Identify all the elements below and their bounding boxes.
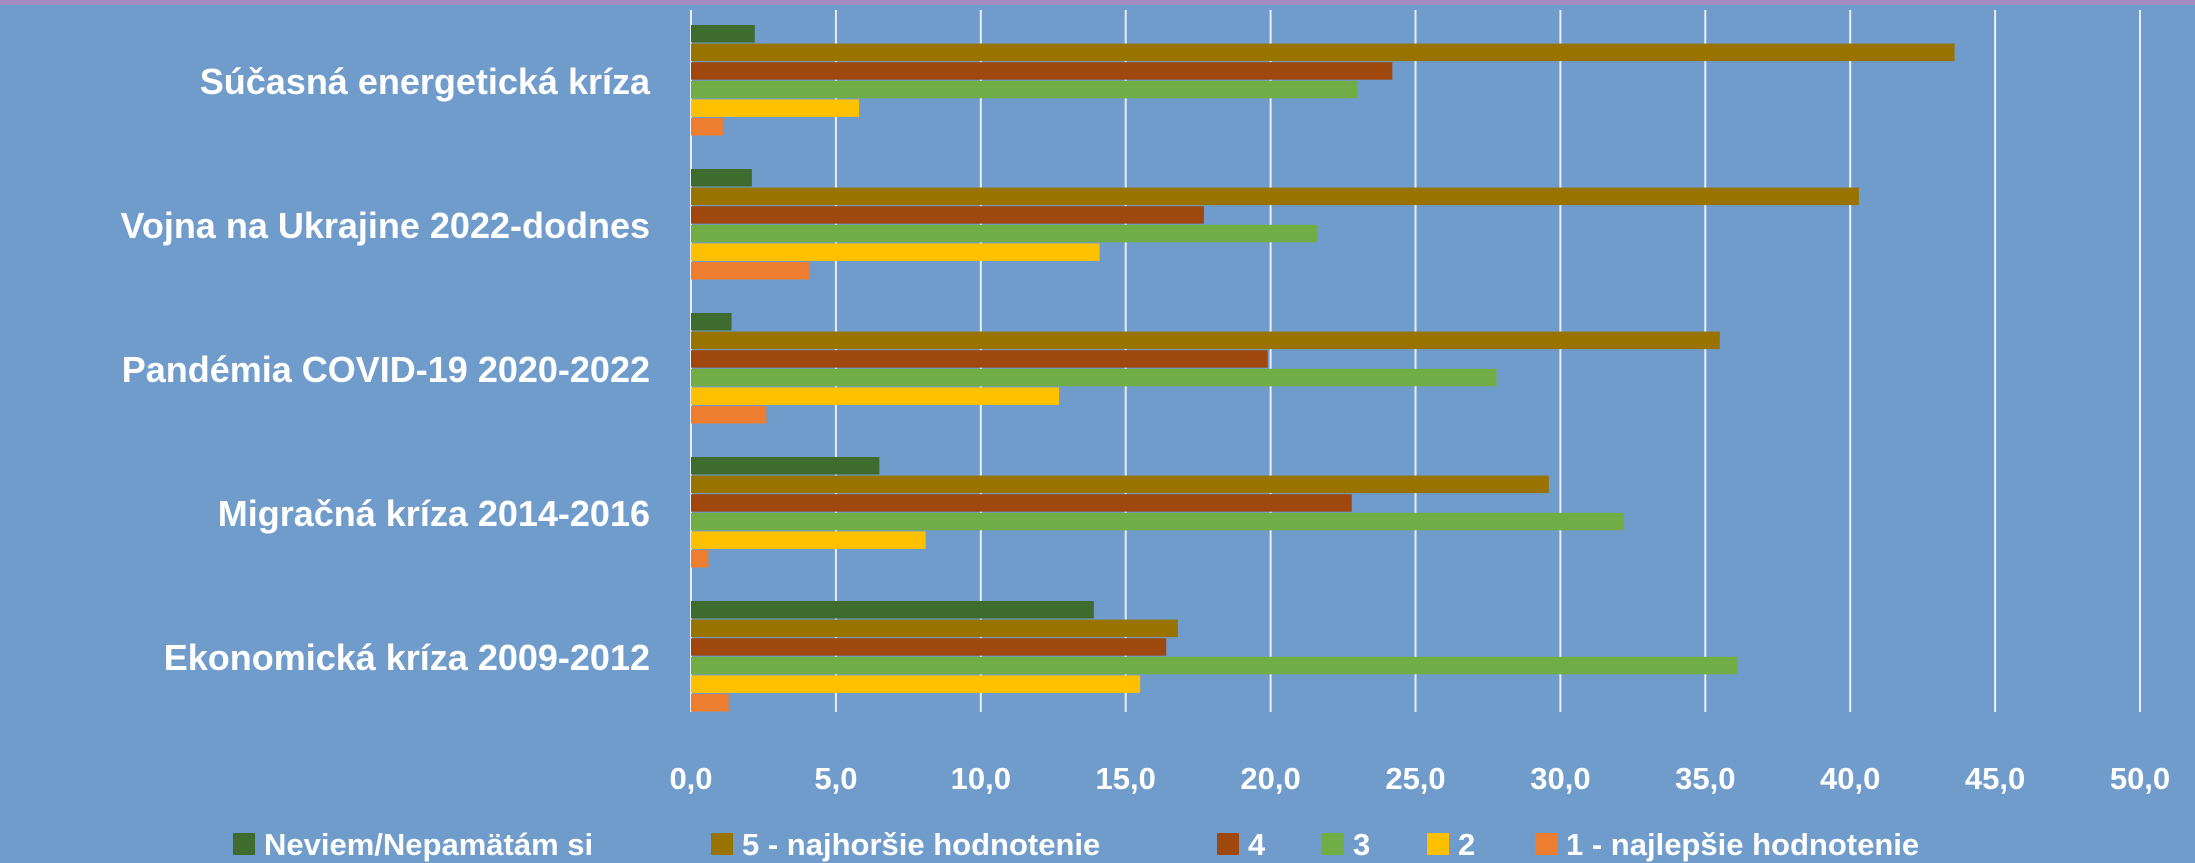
category-label: Ekonomická kríza 2009-2012 (164, 637, 650, 678)
legend-swatch (233, 833, 255, 855)
bar (691, 619, 1178, 638)
bar (691, 387, 1060, 405)
x-tick-label: 40,0 (1820, 761, 1880, 796)
x-tick-label: 30,0 (1530, 761, 1590, 796)
legend-swatch (1535, 833, 1557, 855)
bar (691, 224, 1317, 243)
bar (691, 313, 732, 331)
x-tick-label: 25,0 (1385, 761, 1445, 796)
gridlines (690, 10, 2141, 712)
bar (691, 262, 810, 280)
bar (691, 62, 1393, 80)
legend-swatch (1427, 833, 1449, 855)
bar (691, 512, 1625, 531)
category-label: Migračná kríza 2014-2016 (218, 493, 650, 534)
bar (691, 550, 709, 568)
x-tick-label: 0,0 (669, 761, 712, 796)
bar (691, 656, 1738, 675)
legend-swatch (1322, 833, 1344, 855)
legend-swatch (1217, 833, 1239, 855)
legend-label: 3 (1353, 827, 1370, 862)
category-label: Vojna na Ukrajine 2022-dodnes (120, 205, 650, 246)
x-tick-label: 5,0 (814, 761, 857, 796)
legend-label: 4 (1248, 827, 1266, 862)
legend: Neviem/Nepamätám si 5 - najhoršie hodnote… (233, 827, 1919, 862)
bar (691, 43, 1955, 62)
bar (691, 531, 926, 549)
top-border-strip (0, 0, 2195, 5)
bar (691, 368, 1497, 387)
bar (691, 494, 1352, 512)
legend-label: 2 (1458, 827, 1475, 862)
bar (691, 475, 1549, 494)
x-tick-label: 10,0 (951, 761, 1011, 796)
legend-swatch (711, 833, 733, 855)
bar (691, 99, 860, 117)
bar (691, 118, 723, 136)
category-label: Súčasná energetická kríza (200, 61, 651, 102)
category-label: Pandémia COVID-19 2020-2022 (122, 349, 650, 390)
bar (691, 638, 1167, 656)
x-axis-tick-labels: 0,0 5,0 10,0 15,0 20,0 25,0 30,0 35,0 40,0 45,0 50… (669, 761, 2170, 796)
legend-label: 1 - najlepšie hodnotenie (1566, 827, 1919, 862)
bar (691, 406, 767, 424)
bar (691, 457, 880, 475)
legend-label: Neviem/Nepamätám si (264, 827, 593, 862)
bars (691, 25, 1955, 712)
x-tick-label: 50,0 (2110, 761, 2170, 796)
bar (691, 25, 755, 43)
x-tick-label: 45,0 (1965, 761, 2025, 796)
bar (691, 243, 1100, 261)
x-tick-label: 20,0 (1240, 761, 1300, 796)
x-tick-label: 35,0 (1675, 761, 1735, 796)
bar (691, 694, 729, 712)
bar (691, 331, 1720, 350)
bar (691, 80, 1358, 99)
legend-label: 5 - najhoršie hodnotenie (742, 827, 1100, 862)
bar (691, 350, 1268, 368)
bar (691, 187, 1859, 206)
bar (691, 169, 752, 187)
category-labels: Súčasná energetická kríza Vojna na Ukraji… (120, 61, 650, 678)
x-tick-label: 15,0 (1096, 761, 1156, 796)
bar (691, 675, 1141, 693)
bar (691, 206, 1204, 224)
bar (691, 601, 1094, 619)
